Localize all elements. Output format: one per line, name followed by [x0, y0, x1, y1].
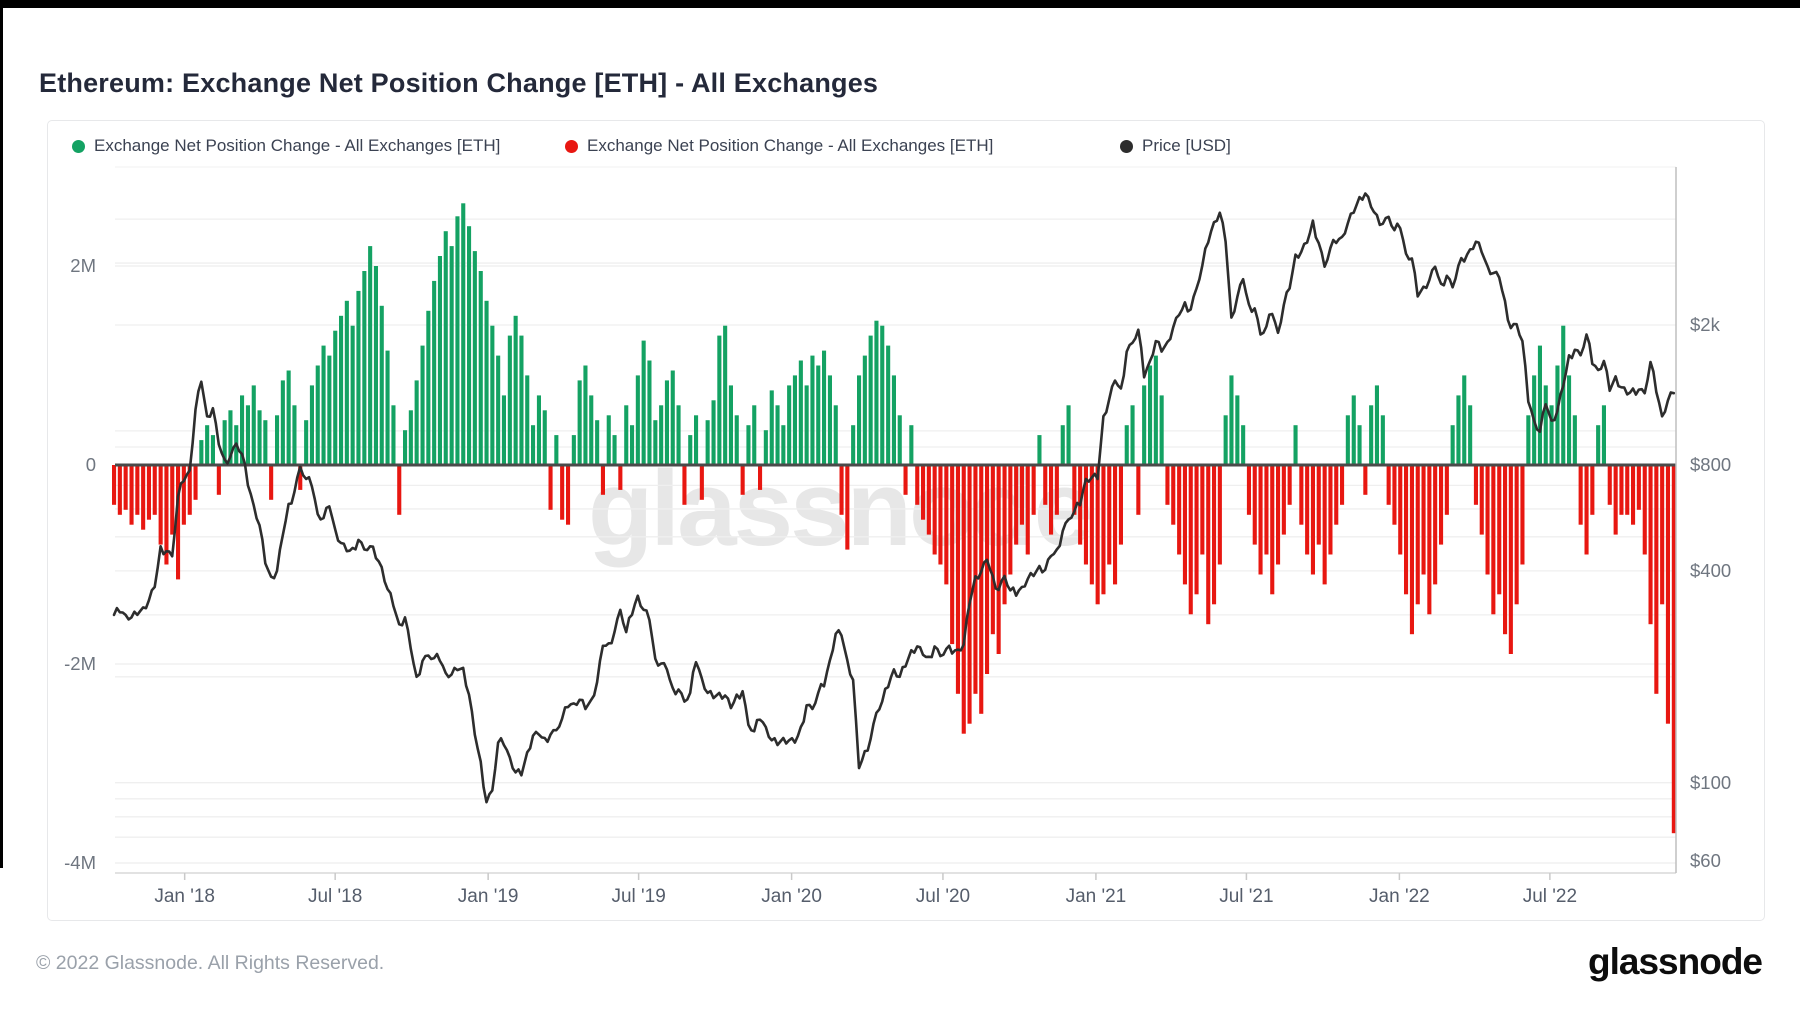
- x-axis-tick: Jul '19: [611, 886, 666, 907]
- x-axis-tick: Jul '21: [1219, 886, 1274, 907]
- y-axis-left-tick: 0: [85, 454, 96, 475]
- red-dot-icon: [565, 139, 578, 153]
- legend-label: Price [USD]: [1142, 136, 1231, 155]
- y-axis-left-tick: 2M: [70, 255, 96, 276]
- npc-bars: [112, 203, 1676, 834]
- y-axis-left-tick: -4M: [64, 852, 96, 873]
- gridlines: [115, 218, 1676, 864]
- x-axis-tick: Jul '22: [1522, 886, 1578, 907]
- y-axis-right-tick: $100: [1690, 771, 1732, 793]
- plot-borders: [115, 166, 1677, 880]
- black-dot-icon: [1120, 139, 1133, 153]
- legend-item-npc-positive[interactable]: Exchange Net Position Change - All Excha…: [72, 136, 500, 156]
- legend-label: Exchange Net Position Change - All Excha…: [587, 136, 994, 155]
- x-axis-tick: Jan '19: [457, 886, 519, 907]
- x-axis-tick: Jan '22: [1369, 886, 1430, 907]
- plot-area[interactable]: [115, 167, 1676, 873]
- page-title: Ethereum: Exchange Net Position Change […: [39, 68, 879, 98]
- screen-edge-left: [0, 0, 3, 868]
- legend-item-price[interactable]: Price [USD]: [1120, 136, 1231, 156]
- y-axis-right-tick: $400: [1690, 559, 1732, 581]
- x-axis-tick: Jan '21: [1065, 886, 1127, 907]
- y-axis-right-tick: $2k: [1690, 314, 1720, 335]
- x-axis-tick: Jul '20: [915, 886, 971, 907]
- footer-copyright: © 2022 Glassnode. All Rights Reserved.: [36, 952, 385, 974]
- legend-item-npc-negative[interactable]: Exchange Net Position Change - All Excha…: [565, 136, 993, 156]
- green-dot-icon: [72, 139, 85, 153]
- x-axis-tick: Jan '18: [154, 886, 215, 907]
- screen-edge-top: [0, 0, 1800, 8]
- y-axis-left-tick: -2M: [64, 653, 96, 674]
- x-axis-tick: Jan '20: [761, 886, 822, 907]
- price-line: [112, 192, 1676, 804]
- y-axis-right-tick: $800: [1690, 454, 1732, 475]
- y-axis-right-tick: $60: [1690, 849, 1721, 871]
- legend-label: Exchange Net Position Change - All Excha…: [94, 136, 501, 155]
- glassnode-logo: glassnode: [1588, 941, 1763, 982]
- x-axis-tick: Jul '18: [307, 886, 363, 907]
